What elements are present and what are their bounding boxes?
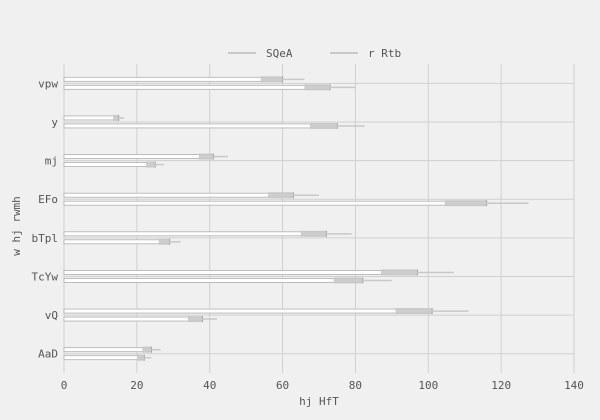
x-tick-label: 0	[61, 379, 68, 392]
bar-0	[63, 308, 433, 314]
y-tick-label: TcYw	[32, 270, 59, 283]
bar-1	[63, 316, 203, 322]
y-tick-label: EFo	[38, 193, 58, 206]
y-tick-label: vQ	[45, 309, 58, 322]
error-band-1	[187, 316, 203, 323]
error-band-0	[380, 269, 418, 276]
error-band-1	[145, 161, 156, 168]
bar-0	[63, 76, 283, 82]
error-band-0	[142, 346, 152, 353]
y-axis-title: w hj rwmh	[10, 196, 23, 256]
y-tick-label: mj	[45, 155, 58, 168]
x-tick-labels: 0 20 40 60 80 100 120 140	[61, 379, 584, 392]
grid	[63, 64, 575, 373]
bar-1	[63, 355, 145, 361]
bar-1	[63, 123, 338, 129]
error-band-1	[444, 200, 487, 207]
error-band-0	[395, 308, 432, 315]
bar-1	[63, 278, 364, 283]
bar-1	[63, 200, 487, 206]
bar-0	[63, 154, 214, 159]
bar-0	[63, 270, 418, 275]
error-band-1	[136, 354, 145, 361]
bar-0	[63, 347, 152, 353]
y-tick-label: bTpl	[32, 232, 59, 245]
error-band-0	[260, 76, 283, 83]
bar-0	[63, 231, 327, 237]
bar-1	[63, 162, 156, 167]
bar-0	[63, 192, 294, 198]
x-tick-label: 120	[491, 379, 511, 392]
legend: SQeA r Rtb	[228, 47, 401, 60]
x-tick-label: 140	[564, 379, 584, 392]
bar-1	[63, 239, 171, 245]
bars	[63, 76, 529, 361]
bar-1	[63, 84, 331, 90]
x-tick-label: 80	[349, 379, 362, 392]
bar-0	[63, 115, 120, 121]
x-tick-label: 100	[418, 379, 438, 392]
y-tick-label: y	[51, 116, 58, 129]
error-band-1	[309, 122, 338, 129]
error-band-0	[300, 230, 327, 237]
legend-label-series-1: r Rtb	[368, 47, 401, 60]
y-tick-labels: vpw y mj EFo bTpl TcYw vQ AaD	[32, 77, 59, 360]
x-tick-label: 40	[203, 379, 216, 392]
error-band-1	[304, 84, 330, 91]
error-band-1	[333, 277, 363, 284]
error-band-1	[158, 238, 170, 245]
y-tick-label: AaD	[38, 348, 58, 361]
error-band-0	[198, 153, 214, 160]
x-tick-label: 60	[276, 379, 289, 392]
error-band-0	[113, 114, 119, 121]
y-tick-label: vpw	[38, 77, 58, 90]
error-band-0	[268, 192, 294, 199]
x-tick-label: 20	[130, 379, 143, 392]
x-axis-title: hj HfT	[299, 395, 339, 408]
legend-label-series-0: SQeA	[266, 47, 293, 60]
